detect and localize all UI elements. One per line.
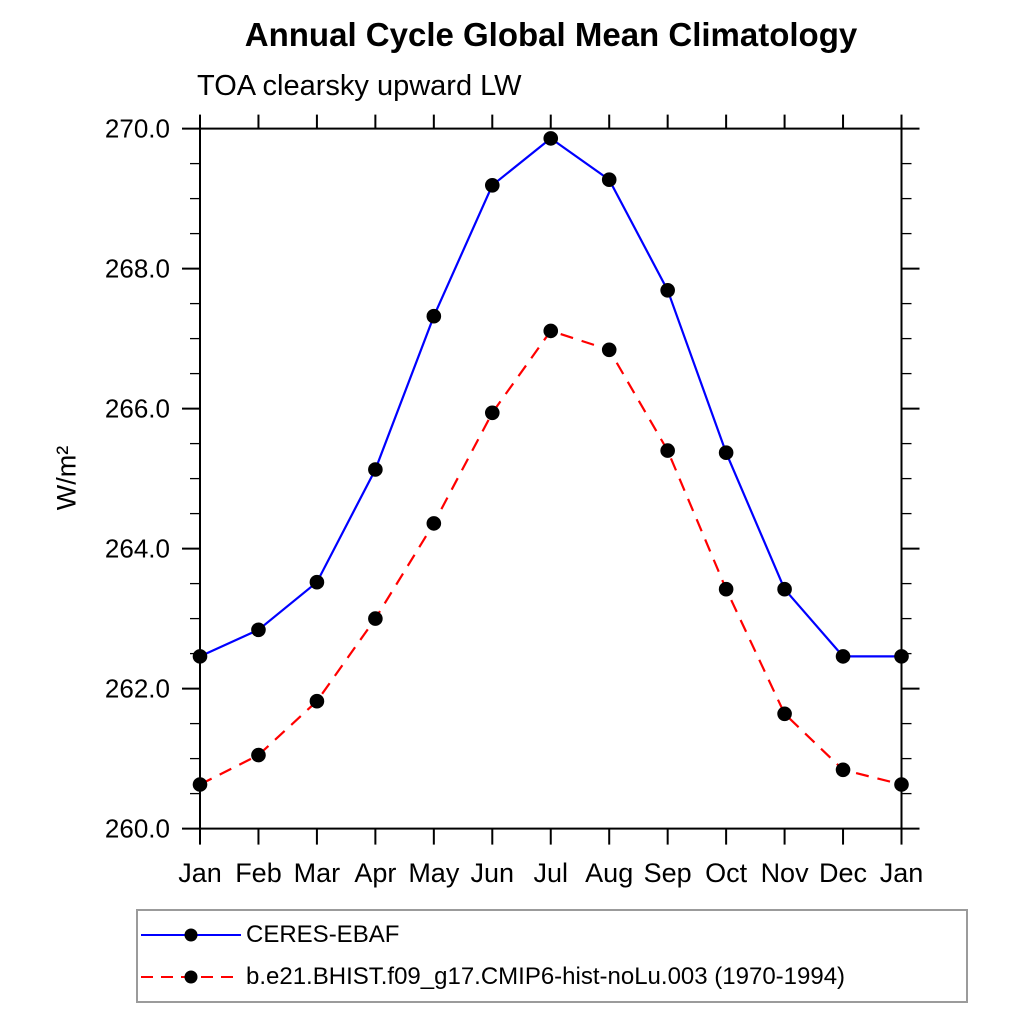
- data-point-marker-0: [192, 649, 208, 664]
- y-tick-label: 264.0: [105, 534, 170, 564]
- legend-line-sample-model-run: [141, 970, 241, 984]
- series-line-0: [199, 137, 902, 658]
- y-tick-label: 268.0: [105, 254, 170, 284]
- legend-item-ceres-ebaf: CERES-EBAF: [138, 916, 966, 954]
- y-tick-label: 270.0: [105, 114, 170, 144]
- legend-sample-marker: [184, 970, 198, 984]
- data-point-marker-1: [777, 706, 792, 722]
- legend: CERES-EBAF b.e21.BHIST.f09_g17.CMIP6-his…: [136, 909, 968, 1003]
- data-point-marker-0: [601, 172, 617, 187]
- chart-subtitle: TOA clearsky upward LW: [197, 70, 522, 102]
- data-point-marker-1: [894, 777, 909, 792]
- data-point-marker-1: [309, 693, 325, 709]
- data-point-marker-1: [426, 516, 442, 531]
- x-tick-label: Sep: [644, 858, 692, 888]
- data-point-marker-1: [192, 777, 208, 792]
- legend-sample-marker: [184, 928, 198, 942]
- x-tick-label: Aug: [585, 858, 633, 888]
- y-tick-label: 266.0: [105, 394, 170, 424]
- data-point-marker-1: [368, 611, 383, 626]
- data-point-marker-1: [484, 405, 500, 421]
- x-tick-label: Jan: [880, 858, 924, 888]
- x-tick-label: Feb: [235, 858, 282, 888]
- legend-item-model-run: b.e21.BHIST.f09_g17.CMIP6-hist-noLu.003 …: [138, 958, 966, 996]
- x-tick-label: Jun: [471, 858, 515, 888]
- data-point-marker-0: [309, 574, 325, 590]
- data-point-marker-0: [718, 445, 734, 461]
- data-point-marker-1: [835, 762, 851, 778]
- data-point-marker-1: [543, 323, 559, 339]
- x-tick-label: Apr: [354, 858, 396, 888]
- y-tick-label: 262.0: [105, 674, 170, 704]
- legend-label-ceres-ebaf: CERES-EBAF: [246, 920, 400, 948]
- x-tick-label: Nov: [761, 858, 810, 888]
- series-line-1: [199, 329, 902, 786]
- x-tick-label: Dec: [819, 858, 867, 888]
- legend-line-sample-ceres-ebaf: [141, 928, 241, 942]
- chart-title: Annual Cycle Global Mean Climatology: [244, 16, 858, 53]
- x-tick-label: May: [408, 858, 460, 888]
- data-point-marker-1: [601, 342, 617, 358]
- data-point-marker-0: [660, 283, 675, 298]
- plot-frame: [199, 127, 903, 830]
- data-point-marker-0: [426, 308, 442, 324]
- data-point-marker-0: [835, 649, 851, 664]
- data-point-marker-1: [251, 747, 266, 763]
- y-tick-label: 260.0: [105, 814, 170, 844]
- x-tick-label: Mar: [294, 858, 341, 888]
- data-point-marker-1: [718, 581, 734, 597]
- x-tick-label: Jul: [533, 858, 568, 888]
- x-tick-label: Oct: [705, 858, 748, 888]
- data-point-marker-0: [543, 131, 559, 146]
- data-point-marker-0: [777, 581, 792, 597]
- data-point-marker-0: [251, 622, 266, 638]
- data-point-marker-0: [894, 649, 909, 664]
- data-point-marker-0: [368, 462, 383, 477]
- x-tick-label: Jan: [178, 858, 222, 888]
- data-point-marker-1: [660, 443, 675, 458]
- legend-label-model-run: b.e21.BHIST.f09_g17.CMIP6-hist-noLu.003 …: [246, 963, 846, 991]
- data-point-marker-0: [484, 178, 500, 193]
